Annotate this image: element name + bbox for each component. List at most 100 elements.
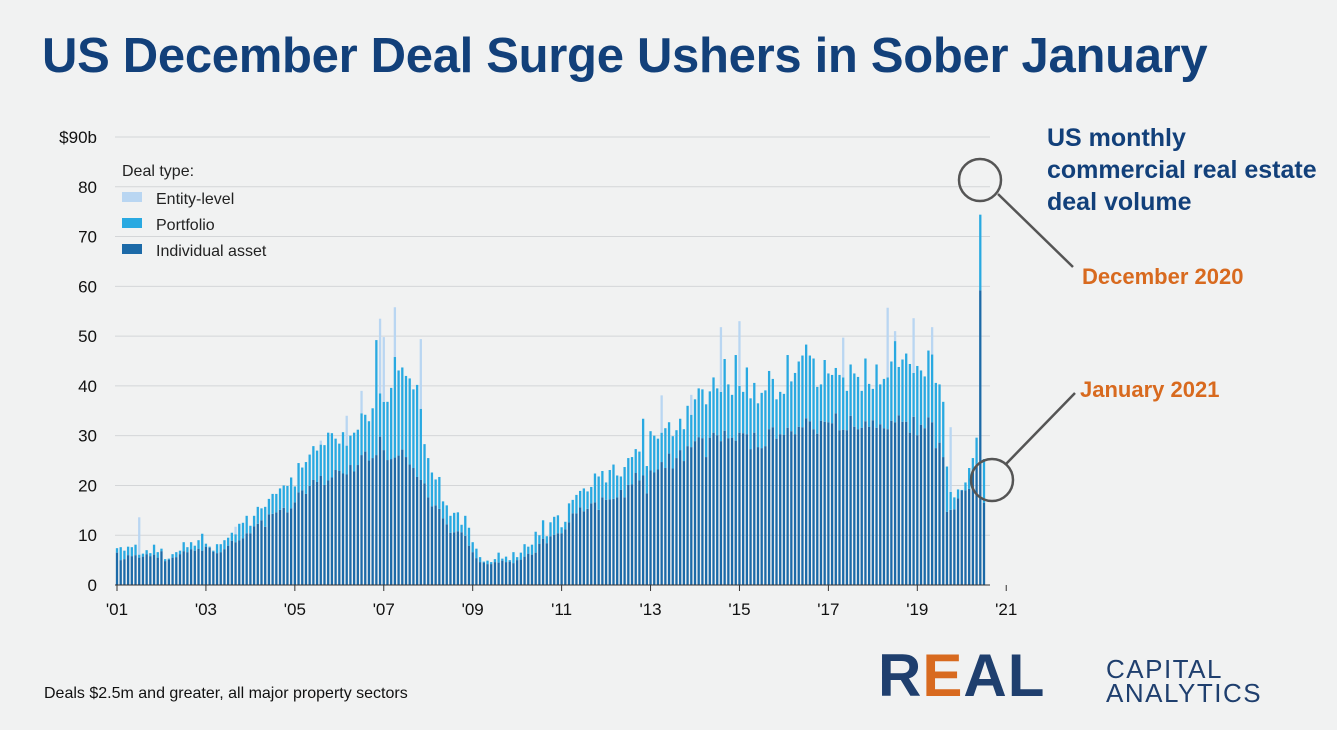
- bar-individual-asset: [497, 562, 500, 585]
- bar-individual-asset: [745, 434, 749, 585]
- bar-individual-asset: [227, 545, 230, 585]
- bar-individual-asset: [775, 438, 778, 585]
- bar-individual-asset: [867, 426, 871, 585]
- bar-portfolio: [916, 365, 919, 436]
- bar-portfolio: [634, 449, 637, 473]
- bar-individual-asset: [460, 532, 463, 585]
- bar-portfolio: [545, 536, 548, 544]
- logo-line-capital: CAPITAL: [1106, 654, 1223, 684]
- bar-individual-asset: [315, 481, 319, 585]
- bar-entity-level: [719, 327, 723, 392]
- bar-individual-asset: [808, 421, 812, 585]
- annotation-january: January 2021: [1080, 377, 1220, 402]
- bar-portfolio: [827, 373, 830, 423]
- bar-individual-asset: [152, 554, 156, 585]
- bar-individual-asset: [189, 549, 193, 585]
- bar-portfolio: [438, 476, 441, 509]
- legend-label-entity: Entity-level: [156, 191, 234, 208]
- bar-portfolio: [623, 467, 626, 498]
- bar-individual-asset: [553, 534, 556, 585]
- bar-individual-asset: [141, 556, 145, 585]
- bar-portfolio: [864, 358, 867, 422]
- bar-individual-asset: [842, 429, 845, 585]
- bar-individual-asset: [656, 469, 660, 585]
- y-tick-label: 10: [78, 526, 97, 545]
- bar-individual-asset: [879, 424, 882, 585]
- bar-portfolio: [393, 357, 397, 458]
- bar-portfolio: [375, 340, 378, 456]
- bar-portfolio: [223, 540, 226, 550]
- bar-portfolio: [775, 399, 778, 439]
- bar-portfolio: [630, 457, 634, 485]
- bar-individual-asset: [541, 538, 545, 585]
- bar-individual-asset: [545, 543, 548, 585]
- bar-individual-asset: [360, 455, 363, 585]
- bar-individual-asset: [564, 529, 567, 585]
- bar-entity-level: [419, 339, 422, 409]
- bar-entity-level: [234, 526, 237, 535]
- bar-individual-asset: [138, 557, 141, 585]
- bar-individual-asset: [308, 485, 311, 585]
- bar-individual-asset: [438, 508, 441, 585]
- bar-portfolio: [764, 390, 767, 447]
- bar-portfolio: [308, 454, 311, 486]
- bar-portfolio: [793, 372, 797, 435]
- y-tick-label: 30: [78, 427, 97, 446]
- bar-portfolio: [567, 503, 571, 523]
- bar-portfolio: [601, 471, 604, 498]
- x-tick-label: '03: [195, 600, 217, 619]
- bar-individual-asset: [345, 474, 348, 585]
- bar-portfolio: [616, 475, 619, 498]
- bar-portfolio: [512, 552, 515, 564]
- bar-individual-asset: [115, 552, 119, 585]
- bar-portfolio: [208, 546, 211, 548]
- x-tick-label: '19: [906, 600, 928, 619]
- bar-portfolio: [541, 520, 545, 539]
- bar-portfolio: [686, 405, 689, 447]
- bar-individual-asset: [260, 520, 263, 585]
- bar-portfolio: [604, 482, 608, 500]
- bar-individual-asset: [149, 556, 152, 585]
- bar-portfolio: [538, 535, 541, 544]
- bar-portfolio: [649, 431, 652, 471]
- bar-portfolio: [241, 522, 245, 539]
- bar-individual-asset: [790, 431, 793, 585]
- bar-portfolio: [245, 515, 248, 534]
- bar-individual-asset: [301, 490, 304, 585]
- bar-portfolio: [486, 560, 489, 565]
- bar-portfolio: [419, 408, 422, 480]
- x-tick-label: '15: [728, 600, 750, 619]
- bar-portfolio: [782, 393, 786, 435]
- bar-portfolio: [119, 547, 122, 561]
- bar-individual-asset: [730, 437, 734, 585]
- bar-individual-asset: [601, 497, 604, 585]
- bar-individual-asset: [516, 560, 519, 585]
- bar-individual-asset: [638, 480, 641, 585]
- bar-portfolio: [123, 550, 126, 560]
- bar-individual-asset: [645, 493, 648, 585]
- bar-portfolio: [530, 544, 534, 555]
- bar-individual-asset: [478, 562, 482, 585]
- bar-individual-asset: [375, 455, 378, 585]
- bar-individual-asset: [212, 551, 215, 585]
- bar-individual-asset: [627, 484, 630, 585]
- bar-individual-asset: [456, 531, 460, 585]
- bar-portfolio: [497, 552, 500, 563]
- y-tick-label: 40: [78, 377, 97, 396]
- bar-portfolio: [660, 432, 663, 463]
- bar-entity-level: [690, 394, 693, 415]
- bar-portfolio: [771, 378, 774, 428]
- bar-portfolio: [349, 435, 352, 466]
- bar-individual-asset: [330, 477, 334, 585]
- bar-portfolio: [830, 374, 834, 424]
- bar-individual-asset: [641, 475, 645, 585]
- bar-portfolio: [456, 512, 460, 532]
- bar-individual-asset: [441, 518, 445, 585]
- bar-portfolio: [578, 490, 582, 508]
- bar-individual-asset: [204, 546, 208, 585]
- bar-portfolio: [593, 473, 597, 503]
- bar-portfolio: [979, 214, 982, 291]
- bar-individual-asset: [749, 449, 752, 585]
- bar-individual-asset: [171, 557, 174, 585]
- legend-swatch-portfolio: [122, 218, 142, 228]
